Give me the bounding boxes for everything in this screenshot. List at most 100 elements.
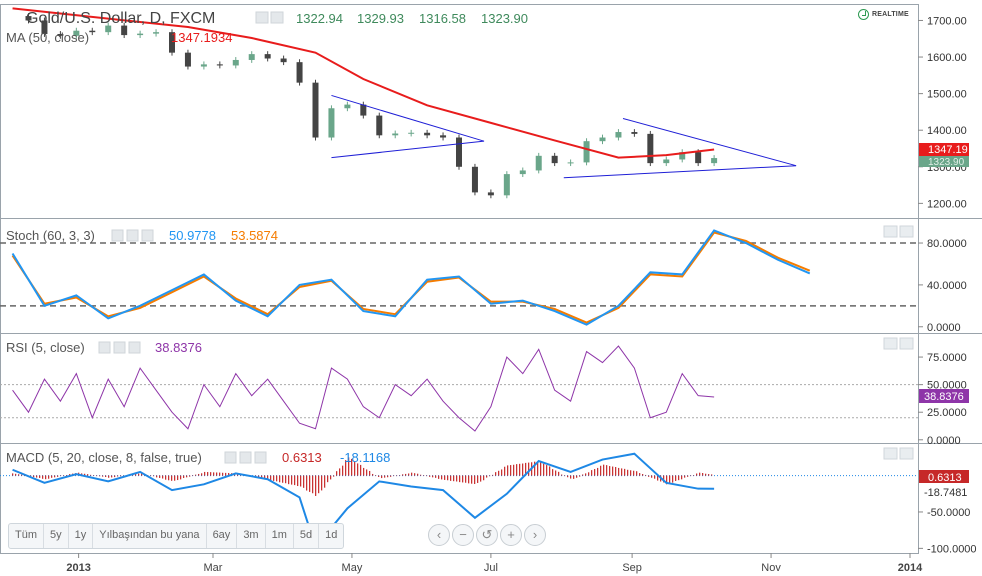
macd-hist-bar (558, 471, 560, 476)
x-tick-label: Mar (204, 562, 223, 574)
nav-button[interactable]: ↺ (476, 524, 498, 546)
rsi-down-button[interactable] (899, 337, 914, 350)
candle-body (599, 137, 606, 142)
macd-hist-bar (477, 475, 479, 483)
rsi-pane (0, 345, 918, 432)
trendline (331, 94, 485, 142)
nav-button[interactable]: › (524, 524, 546, 546)
macd-hist-bar (555, 470, 557, 476)
macd-hist-bar (696, 473, 698, 476)
price-tick-label: 1200.00 (927, 198, 967, 210)
ohlc-close: 1323.90 (481, 11, 528, 26)
macd-hist-bar (387, 475, 389, 478)
rsi-tick-label: 0.0000 (927, 435, 961, 447)
range-button[interactable]: 5d (294, 524, 320, 548)
macd-hist-bar (504, 466, 506, 476)
macd-hist-tag-text: 0.6313 (928, 472, 962, 484)
macd-up-button[interactable] (883, 447, 898, 460)
range-button[interactable]: 1d (325, 529, 338, 541)
macd-hist-bar (549, 466, 551, 476)
macd-hist-bar (699, 472, 701, 476)
candle-body (440, 135, 447, 138)
macd-hist-bar (369, 470, 371, 476)
rsi-legend: RSI (5, close) 38.8376 (6, 340, 202, 355)
range-button[interactable]: Yılbaşından bu yana (93, 524, 207, 548)
macd-hist-bar (627, 469, 629, 476)
macd-hist-bar (351, 458, 353, 476)
macd-hist-bar (624, 468, 626, 476)
stoch-up-button[interactable] (883, 225, 898, 238)
macd-hist-bar (198, 473, 200, 476)
macd-hist-bar (471, 475, 473, 484)
macd-hist-bar (384, 475, 386, 478)
eye-icon[interactable] (255, 11, 269, 24)
macd-hist-bar (228, 472, 230, 476)
navigation-controls: ‹ − ↺ + › (428, 524, 546, 546)
macd-hist-bar (411, 472, 413, 476)
nav-button[interactable]: − (452, 524, 474, 546)
nav-button[interactable]: + (500, 524, 522, 546)
macd-hist-bar (165, 475, 167, 480)
macd-hist-bar (444, 475, 446, 480)
candle-body (264, 54, 271, 59)
stoch-down-button[interactable] (899, 225, 914, 238)
rsi-up-button[interactable] (883, 337, 898, 350)
stoch-close-icon[interactable] (141, 229, 154, 242)
range-button[interactable]: 3m (237, 524, 266, 548)
ma-price-tag-text: 1347.19 (928, 144, 968, 156)
macd-hist-bar (267, 475, 269, 480)
macd-hist-bar (390, 475, 392, 477)
macd-down-button[interactable] (899, 447, 914, 460)
macd-hist-bar (60, 475, 62, 477)
ma-value: 1347.1934 (171, 30, 232, 45)
macd-hist-bar (612, 466, 614, 476)
rsi-settings-icon[interactable] (113, 341, 126, 354)
rsi-eye-icon[interactable] (98, 341, 111, 354)
ma-price-tag (919, 143, 969, 156)
macd-hist-bar (648, 475, 650, 477)
price-tags: 1347.19 1323.90 38.8376 0.6313 -18.7481 (919, 143, 969, 499)
price-tick-label: 1700.00 (927, 15, 967, 27)
rsi-tick-label: 25.0000 (927, 407, 967, 419)
range-button[interactable]: Tüm (9, 524, 44, 548)
stoch-d-value: 53.5874 (231, 228, 278, 243)
nav-button[interactable]: ‹ (428, 524, 450, 546)
macd-hist-bar (93, 475, 95, 476)
rsi-label: RSI (5, close) (6, 340, 85, 355)
macd-settings-icon[interactable] (239, 451, 252, 464)
range-button[interactable]: 5y (44, 524, 69, 548)
macd-hist-bar (171, 475, 173, 481)
macd-hist-bar (357, 463, 359, 476)
macd-eye-icon[interactable] (224, 451, 237, 464)
macd-hist-bar (651, 475, 653, 478)
macd-hist-bar (177, 475, 179, 481)
macd-hist-bar (600, 465, 602, 476)
macd-hist-bar (360, 464, 362, 476)
macd-close-icon[interactable] (254, 451, 267, 464)
stoch-eye-icon[interactable] (111, 229, 124, 242)
macd-hist-bar (57, 475, 59, 477)
candle-body (312, 82, 319, 138)
close-price-tag (919, 156, 969, 167)
macd-hist-bar (474, 475, 476, 484)
macd-hist-bar (417, 473, 419, 476)
candle-body (615, 132, 622, 138)
candle-body (679, 152, 686, 160)
rsi-close-icon[interactable] (128, 341, 141, 354)
candle-body (631, 132, 638, 134)
settings-icon[interactable] (270, 11, 284, 24)
macd-hist-bar (213, 472, 215, 476)
macd-hist-bar (630, 470, 632, 476)
macd-hist-bar (498, 470, 500, 476)
macd-hist-bar (180, 475, 182, 480)
macd-hist-bar (591, 470, 593, 476)
macd-hist-bar (21, 474, 23, 476)
macd-hist-bar (300, 475, 302, 487)
range-button[interactable]: 1m (266, 524, 294, 548)
stoch-settings-icon[interactable] (126, 229, 139, 242)
range-button[interactable]: 1y (69, 524, 94, 548)
macd-hist-bar (657, 475, 659, 481)
macd-hist-bar (333, 475, 335, 477)
range-button[interactable]: 6ay (207, 524, 238, 548)
macd-hist-bar (543, 463, 545, 476)
